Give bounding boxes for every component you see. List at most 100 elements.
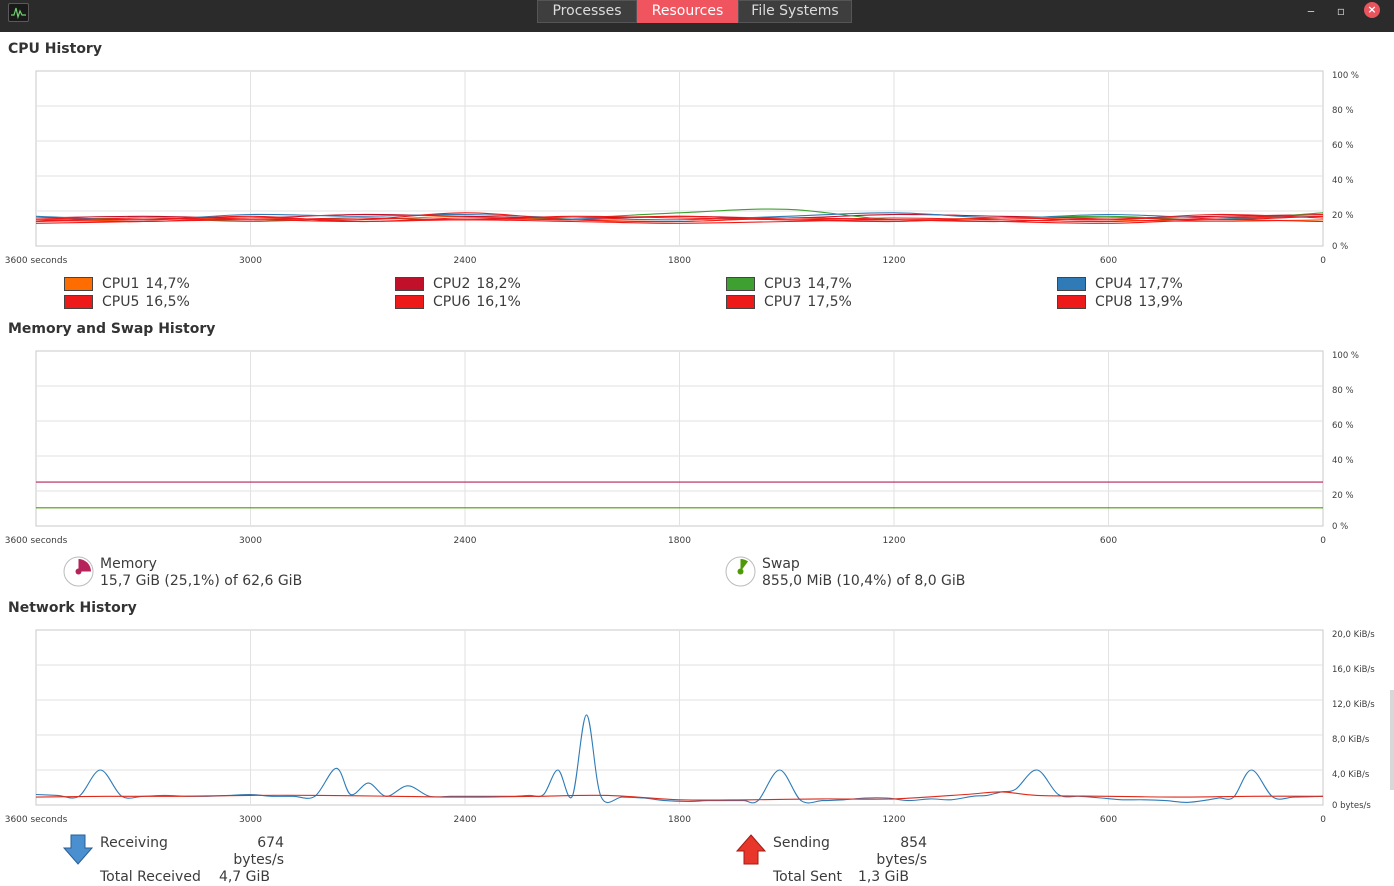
total-received-value: 4,7 GiB [218, 869, 270, 885]
sending-info: Sending 854 bytes/s Total Sent 1,3 GiB [773, 835, 927, 886]
title-bar: Processes Resources File Systems ‒ ▫ × [0, 0, 1394, 32]
cpu-legend-item-cpu3[interactable]: CPU3 14,7% [726, 276, 852, 292]
network-y-tick-label: 16,0 KiB/s [1332, 665, 1375, 675]
receiving-value: 674 bytes/s [233, 835, 284, 868]
cpu-y-tick-label: 40 % [1332, 176, 1354, 186]
cpu-legend-item-cpu6[interactable]: CPU6 16,1% [395, 294, 521, 310]
cpu-series-cpu4 [35, 212, 1324, 221]
cpu-color-swatch[interactable] [1057, 295, 1086, 309]
network-y-tick-label: 20,0 KiB/s [1332, 630, 1375, 640]
sending-label: Sending [773, 835, 830, 851]
cpu-x-tick-label: 3000 [239, 256, 262, 266]
cpu-color-swatch[interactable] [395, 295, 424, 309]
memory-y-tick-label: 60 % [1332, 421, 1354, 431]
cpu-legend-label: CPU4 [1095, 276, 1133, 292]
cpu-x-tick-label: 1200 [883, 256, 906, 266]
cpu-legend-label: CPU5 [102, 294, 140, 310]
cpu-y-tick-label: 60 % [1332, 141, 1354, 151]
cpu-history-chart: 3600 seconds 3000 2400 1800 1200 600 0 100 % 80 … [5, 70, 1359, 266]
swap-info: Swap 855,0 MiB (10,4%) of 8,0 GiB [762, 556, 965, 590]
cpu-x-tick-label: 1800 [668, 256, 691, 266]
cpu-series-cpu8 [35, 219, 1324, 224]
cpu-legend-label: CPU1 [102, 276, 140, 292]
cpu-legend-value: 17,7% [1138, 276, 1183, 292]
memory-detail: 15,7 GiB (25,1%) of 62,6 GiB [100, 573, 303, 589]
network-x-tick-label: 600 [1100, 815, 1117, 825]
cpu-series-cpu3 [35, 208, 1324, 223]
cpu-legend-value: 16,1% [476, 294, 521, 310]
network-y-tick-label: 12,0 KiB/s [1332, 700, 1375, 710]
cpu-x-tick-label: 0 [1320, 256, 1326, 266]
cpu-color-swatch[interactable] [395, 277, 424, 291]
total-sent-value: 1,3 GiB [857, 869, 909, 885]
cpu-legend-item-cpu7[interactable]: CPU7 17,5% [726, 294, 852, 310]
tab-resources[interactable]: Resources [637, 0, 738, 23]
cpu-series-cpu5 [35, 212, 1324, 223]
memory-x-tick-label: 3000 [239, 536, 262, 546]
minimize-button[interactable]: ‒ [1307, 4, 1315, 18]
cpu-legend-value: 13,9% [1138, 294, 1183, 310]
download-arrow-icon [63, 834, 93, 865]
memory-y-tick-label: 40 % [1332, 456, 1354, 466]
cpu-series-cpu7 [35, 213, 1324, 223]
cpu-y-tick-label: 20 % [1332, 211, 1354, 221]
cpu-legend-value: 18,2% [476, 276, 521, 292]
cpu-legend-value: 17,5% [807, 294, 852, 310]
total-sent-label: Total Sent [773, 869, 843, 885]
tab-processes[interactable]: Processes [537, 0, 637, 23]
memory-x-tick-label: 600 [1100, 536, 1117, 546]
cpu-legend-label: CPU3 [764, 276, 802, 292]
cpu-x-tick-label: 3600 seconds [5, 256, 68, 266]
receiving-label: Receiving [100, 835, 168, 851]
maximize-button[interactable]: ▫ [1336, 4, 1346, 18]
swap-label: Swap [762, 556, 800, 572]
scrollbar[interactable] [1386, 690, 1394, 790]
cpu-color-swatch[interactable] [726, 295, 755, 309]
network-y-tick-label: 0 bytes/s [1332, 801, 1371, 811]
total-received-label: Total Received [100, 869, 201, 885]
cpu-legend-label: CPU8 [1095, 294, 1133, 310]
upload-arrow-icon [736, 834, 766, 865]
cpu-legend-value: 14,7% [145, 276, 190, 292]
network-x-tick-label: 1800 [668, 815, 691, 825]
cpu-x-tick-label: 600 [1100, 256, 1117, 266]
cpu-legend-item-cpu1[interactable]: CPU1 14,7% [64, 276, 190, 292]
cpu-y-tick-label: 0 % [1332, 242, 1348, 252]
network-y-tick-label: 4,0 KiB/s [1332, 770, 1370, 780]
cpu-legend-item-cpu8[interactable]: CPU8 13,9% [1057, 294, 1183, 310]
memory-y-tick-label: 80 % [1332, 386, 1354, 396]
receiving-info: Receiving 674 bytes/s Total Received 4,7… [100, 835, 284, 886]
cpu-color-swatch[interactable] [726, 277, 755, 291]
close-button[interactable]: × [1364, 2, 1380, 18]
view-tabs: Processes Resources File Systems [537, 0, 852, 23]
tab-file-systems[interactable]: File Systems [738, 0, 852, 23]
network-x-tick-label: 1200 [883, 815, 906, 825]
memory-section-title: Memory and Swap History [8, 321, 216, 337]
cpu-color-swatch[interactable] [1057, 277, 1086, 291]
cpu-color-swatch[interactable] [64, 295, 93, 309]
network-section-title: Network History [8, 600, 137, 616]
network-x-tick-label: 3000 [239, 815, 262, 825]
network-series-sending [35, 791, 1324, 801]
memory-x-tick-label: 2400 [454, 536, 477, 546]
system-monitor-icon [8, 3, 29, 22]
network-x-tick-label: 3600 seconds [5, 815, 68, 825]
memory-x-tick-label: 0 [1320, 536, 1326, 546]
cpu-y-tick-label: 80 % [1332, 106, 1354, 116]
cpu-legend-item-cpu2[interactable]: CPU2 18,2% [395, 276, 521, 292]
network-history-chart: 3600 seconds 3000 2400 1800 1200 600 0 20,0 KiB… [5, 629, 1375, 825]
memory-label: Memory [100, 556, 157, 572]
cpu-legend-item-cpu4[interactable]: CPU4 17,7% [1057, 276, 1183, 292]
memory-info: Memory 15,7 GiB (25,1%) of 62,6 GiB [100, 556, 302, 590]
memory-y-tick-label: 0 % [1332, 522, 1348, 532]
memory-x-tick-label: 1800 [668, 536, 691, 546]
memory-x-tick-label: 3600 seconds [5, 536, 68, 546]
cpu-legend-label: CPU6 [433, 294, 471, 310]
cpu-legend-item-cpu5[interactable]: CPU5 16,5% [64, 294, 190, 310]
cpu-color-swatch[interactable] [64, 277, 93, 291]
memory-x-tick-label: 1200 [883, 536, 906, 546]
swap-detail: 855,0 MiB (10,4%) of 8,0 GiB [762, 573, 966, 589]
cpu-x-tick-label: 2400 [454, 256, 477, 266]
memory-y-tick-label: 100 % [1332, 351, 1359, 361]
cpu-y-tick-label: 100 % [1332, 71, 1359, 81]
